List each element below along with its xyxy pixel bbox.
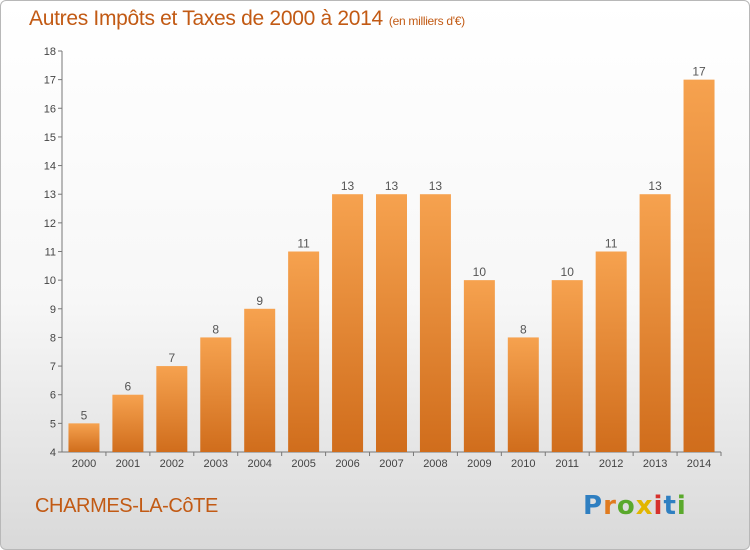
y-tick-label: 11 [45,247,56,259]
data-label-2004: 9 [256,294,263,308]
x-tick-label: 2003 [204,458,228,470]
logo-letter-4: i [653,491,664,521]
data-label-2014: 17 [692,65,706,79]
logo-letter-1: r [603,491,617,521]
data-label-2005: 11 [297,237,310,251]
bar-2005 [288,251,320,452]
logo-letter-6: i [676,491,687,521]
data-label-2011: 10 [561,265,575,279]
bar-2010 [507,337,539,452]
bar-2014 [683,79,715,453]
data-labels: 5 6 7 8 9 11 13 13 13 10 8 10 11 13 17 [81,65,706,423]
proxiti-logo[interactable]: Proxiti [583,491,687,521]
y-tick-label: 17 [44,75,56,87]
x-tick-label: 2006 [335,458,359,470]
x-tick-label: 2011 [555,458,579,470]
chart-title: Autres Impôts et Taxes de 2000 à 2014 (en… [29,7,465,31]
x-tick-label: 2012 [599,458,623,470]
bar-2011 [551,280,583,452]
bar-2004 [244,308,276,452]
y-tick-label: 6 [50,390,56,402]
data-label-2008: 13 [429,179,443,193]
x-tick-label: 2000 [72,458,96,470]
y-tick-label: 10 [44,275,56,287]
bar-2003 [200,337,232,452]
chart-title-unit: (en milliers d'€) [388,14,465,28]
bar-2000 [68,423,100,452]
y-tick-label: 8 [50,332,56,344]
y-tick-label: 18 [44,46,56,58]
bar-2012 [595,251,627,452]
x-tick-label: 2009 [467,458,491,470]
place-name: CHARMES-LA-CôTE [35,495,218,517]
y-tick-label: 16 [44,103,56,115]
bar-2008 [419,194,451,452]
y-tick-label: 15 [44,132,56,144]
data-label-2007: 13 [385,179,399,193]
logo-letter-2: o [616,491,636,521]
chart-title-text: Autres Impôts et Taxes de 2000 à 2014 [29,7,383,30]
data-label-2000: 5 [81,408,88,422]
y-tick-label: 9 [50,304,56,316]
x-tick-label: 2005 [291,458,315,470]
y-tick-label: 12 [44,218,56,230]
y-tick-label: 4 [50,447,56,459]
bar-2002 [156,366,188,452]
x-tick-label: 2010 [511,458,535,470]
logo-letter-0: P [583,491,604,521]
x-tick-label: 2014 [687,458,711,470]
data-label-2001: 6 [125,380,132,394]
y-tick-label: 14 [44,161,56,173]
data-label-2012: 11 [605,237,618,251]
y-tick-label: 7 [50,361,56,373]
logo-letter-5: t [663,491,677,521]
x-tick-label: 2001 [116,458,140,470]
logo-letter-3: x [635,491,654,521]
bar-2006 [332,194,364,452]
data-label-2009: 10 [473,265,487,279]
data-label-2002: 7 [168,351,175,365]
data-label-2003: 8 [212,322,219,336]
data-label-2010: 8 [520,322,527,336]
x-tick-label: 2008 [423,458,447,470]
x-tick-label: 2007 [379,458,403,470]
bars [68,79,715,453]
bar-2007 [376,194,407,452]
bar-2001 [112,394,144,452]
x-axis: 2000 2001 2002 2003 2004 2005 2006 2007 2008 2009… [62,451,722,470]
y-axis: 4 5 6 7 8 9 10 11 12 13 14 15 16 17 18 [44,46,63,459]
data-label-2013: 13 [648,179,662,193]
bar-2013 [639,194,671,452]
x-tick-label: 2002 [160,458,184,470]
y-tick-label: 5 [50,418,56,430]
data-label-2006: 13 [341,179,355,193]
x-tick-label: 2013 [643,458,667,470]
bar-2009 [463,280,495,452]
y-tick-label: 13 [44,189,56,201]
x-tick-label: 2004 [247,458,271,470]
